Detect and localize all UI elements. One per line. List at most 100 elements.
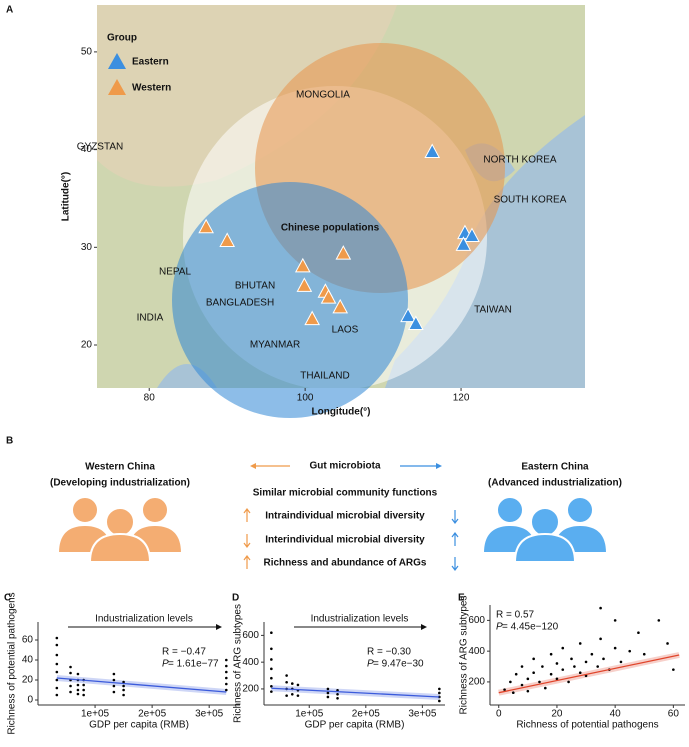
map-label: MONGOLIA [296, 90, 350, 101]
legend-marker [108, 79, 126, 95]
point [270, 684, 273, 688]
point [555, 662, 559, 665]
point [290, 682, 294, 685]
stat-r: R = −0.47 [162, 647, 206, 658]
point [619, 660, 623, 664]
point [596, 665, 599, 668]
row-text: Intraindividual microbial diversity [265, 511, 425, 522]
point [326, 695, 330, 699]
x-axis-label: Richness of potential pathogens [516, 720, 658, 731]
marker [335, 245, 352, 260]
x-axis-label: GDP per capita (RMB) [89, 720, 189, 731]
map-label: BANGLADESH [206, 298, 274, 309]
x-tick-label: 3e+05 [408, 709, 437, 720]
point [270, 658, 273, 661]
point [82, 683, 85, 687]
point [637, 631, 640, 634]
point [55, 686, 59, 690]
point [122, 688, 125, 692]
point [112, 678, 116, 682]
point [112, 684, 116, 688]
stat-p-label: P [367, 659, 374, 670]
map-label: BHUTAN [235, 281, 275, 292]
point [602, 657, 605, 661]
map-label: NEPAL [159, 267, 191, 278]
point [55, 678, 59, 682]
marker [198, 218, 214, 234]
annotation-arrow-head [421, 624, 427, 630]
point [567, 680, 570, 684]
x-tick-label: 2e+05 [352, 709, 381, 720]
point [225, 670, 228, 674]
marker [407, 315, 424, 330]
point [76, 672, 80, 676]
point [543, 686, 547, 690]
marker [424, 143, 441, 159]
point [122, 680, 125, 684]
arrow-head [436, 463, 442, 469]
x-axis-label: GDP per capita (RMB) [305, 720, 405, 731]
stat-p-value: = 1.61e−77 [168, 659, 219, 670]
x-tick-label: 60 [668, 709, 680, 720]
point [55, 636, 59, 640]
point [55, 670, 59, 674]
y-tick-label: 40 [81, 144, 93, 155]
legend-marker [108, 53, 126, 69]
fit-line [498, 654, 680, 694]
legend-title: Group [107, 33, 137, 44]
point [541, 665, 544, 668]
y-tick-label: 400 [242, 657, 259, 668]
point [285, 674, 288, 677]
annotation: Industrialization levels [95, 614, 193, 625]
map-label: GYZSTAN [77, 142, 123, 153]
point [122, 684, 125, 688]
map-label: INDIA [137, 313, 164, 324]
point [69, 690, 72, 694]
x-tick-label: 20 [551, 709, 563, 720]
marker [464, 227, 480, 243]
y-tick-label: 600 [242, 630, 259, 641]
y-tick-label: 50 [81, 47, 93, 58]
x-tick-label: 2e+05 [138, 709, 167, 720]
left-title: Western China [85, 462, 155, 473]
y-tick-label: 20 [81, 340, 93, 351]
stat-p-value: = 4.45e−120 [502, 622, 559, 633]
point [76, 688, 80, 692]
y-tick-label: 600 [468, 615, 485, 626]
row-text: Similar microbial community functions [253, 488, 438, 499]
x-tick-label: 80 [144, 393, 156, 404]
y-axis-label: Richness of ARG subtypes [233, 604, 244, 723]
map-desert [97, 5, 397, 187]
point [509, 680, 512, 684]
legend-label: Western [132, 83, 171, 94]
point [55, 693, 59, 697]
x-tick-label: 3e+05 [195, 709, 224, 720]
point [561, 668, 565, 671]
stat-p-label: P [496, 622, 503, 633]
x-tick-label: 1e+05 [81, 709, 110, 720]
point [555, 677, 559, 681]
y-axis-label: Latitude(°) [61, 172, 72, 222]
point [520, 665, 524, 668]
point [55, 643, 59, 647]
point [55, 662, 59, 666]
marker [332, 298, 349, 314]
point [532, 671, 535, 674]
stat-r: R = 0.57 [496, 610, 535, 621]
point [55, 653, 59, 657]
point [76, 692, 80, 696]
x-tick-label: 40 [610, 709, 622, 720]
map-label: MYANMAR [250, 340, 300, 351]
point [270, 647, 273, 651]
point [672, 668, 675, 671]
y-tick-label: 0 [27, 695, 33, 706]
center-title: Gut microbiota [309, 461, 381, 472]
point [526, 677, 530, 681]
panel-letter: D [232, 593, 239, 604]
point [270, 631, 273, 635]
point [225, 688, 228, 692]
point [511, 691, 515, 694]
point [613, 619, 617, 622]
trend-arrows [243, 508, 459, 571]
map-label: LAOS [332, 325, 359, 336]
